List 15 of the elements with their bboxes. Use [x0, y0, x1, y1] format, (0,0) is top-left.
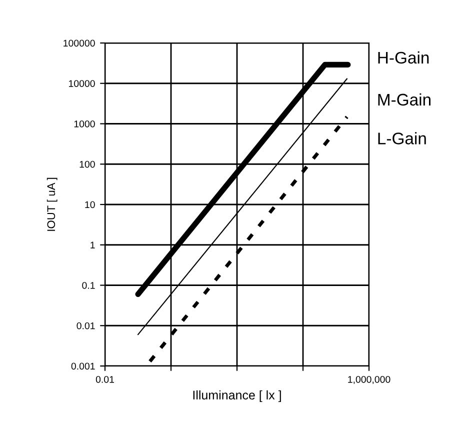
y-axis-title: IOUT [ uA ]	[46, 178, 58, 231]
y-tick-label: 100000	[64, 40, 95, 47]
y-tick-label: 0.1	[82, 282, 95, 289]
x-axis-title: Illuminance [ lx ]	[193, 390, 281, 402]
x-tick-label: 1,000,000	[348, 376, 390, 384]
y-tick-label: 0.01	[76, 322, 95, 330]
y-tick-label: 10000	[68, 80, 95, 87]
y-tick-label: 0.001	[71, 362, 95, 370]
text: M-Gain	[378, 93, 430, 106]
series-label: H-Gain	[378, 51, 429, 64]
y-tick-label: 1	[90, 242, 95, 248]
y-tick-label: 1000	[74, 120, 95, 128]
text: L-Gain	[378, 132, 426, 144]
y-tick-label: 10	[85, 201, 95, 208]
y-tick-label: 100	[80, 160, 95, 168]
